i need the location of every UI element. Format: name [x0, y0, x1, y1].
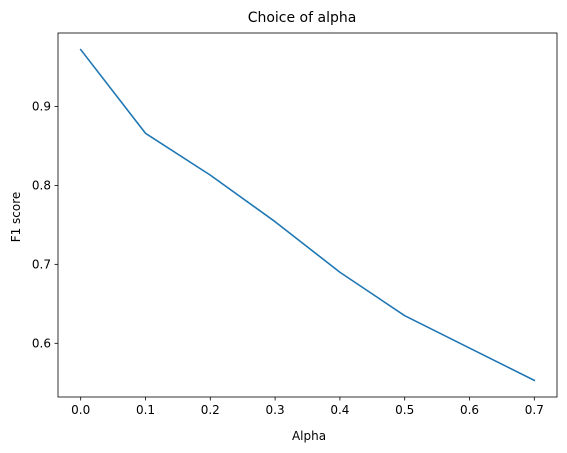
x-tick-label: 0.6: [460, 403, 479, 417]
x-tick-label: 0.3: [266, 403, 285, 417]
chart-title: Choice of alpha: [248, 10, 357, 26]
series-line: [79, 48, 536, 382]
y-tick-label: 0.6: [32, 336, 51, 350]
y-tick-label: 0.9: [32, 99, 51, 113]
x-axis: 0.0 0.1 0.2 0.3 0.4 0.5 0.6 0.7: [71, 397, 544, 417]
axes-frame: [57, 32, 558, 398]
x-tick-label: 0.2: [201, 403, 220, 417]
y-tick-label: 0.8: [32, 178, 51, 192]
x-axis-label: Alpha: [292, 429, 326, 443]
plot-area: 0.0 0.1 0.2 0.3 0.4 0.5 0.6 0.7 0.6 0.7 0.8 0.9: [32, 32, 558, 417]
y-tick-label: 0.7: [32, 257, 51, 271]
x-tick-label: 0.0: [71, 403, 90, 417]
x-tick-label: 0.5: [395, 403, 414, 417]
x-tick-label: 0.1: [136, 403, 155, 417]
x-tick-label: 0.4: [330, 403, 349, 417]
y-axis: 0.6 0.7 0.8 0.9: [32, 99, 58, 350]
x-tick-label: 0.7: [525, 403, 544, 417]
series-layer: [79, 48, 536, 382]
y-axis-label: F1 score: [9, 192, 23, 243]
